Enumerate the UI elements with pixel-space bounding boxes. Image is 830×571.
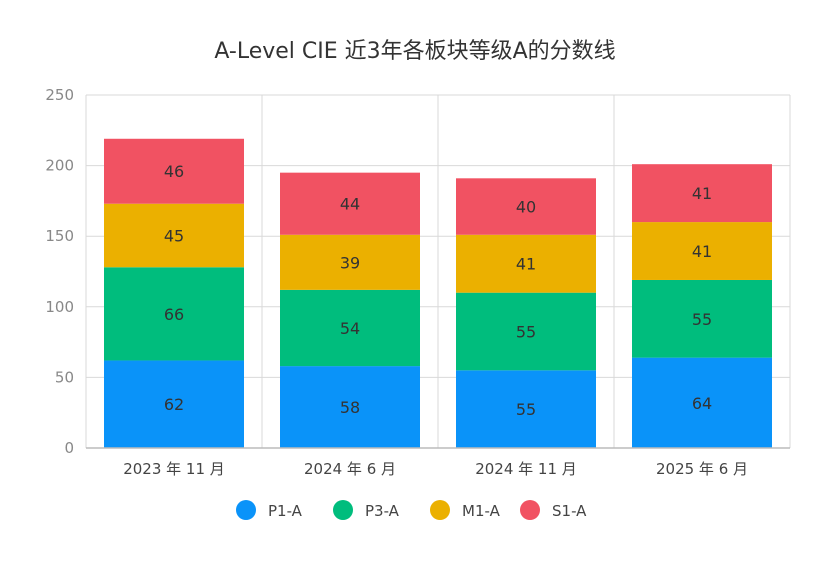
bar-segment-s1-a: [104, 138, 244, 204]
bar-segment-p1-a: [632, 357, 772, 448]
legend-label: S1-A: [552, 502, 587, 520]
bar-segment-m1-a: [280, 234, 420, 290]
y-tick-label: 50: [55, 368, 74, 386]
data-label: 41: [692, 242, 712, 261]
bar-segment-m1-a: [456, 234, 596, 293]
x-tick-label: 2024 年 6 月: [304, 460, 396, 478]
data-label: 44: [340, 195, 360, 214]
y-tick-label: 250: [45, 86, 74, 104]
chart-title: A-Level CIE 近3年各板块等级A的分数线: [214, 39, 615, 64]
y-tick-label: 150: [45, 227, 74, 245]
bar-segment-s1-a: [632, 164, 772, 223]
bar-segment-p3-a: [632, 279, 772, 358]
x-tick-label: 2023 年 11 月: [123, 460, 225, 478]
data-label: 39: [340, 253, 360, 272]
data-label: 54: [340, 319, 360, 338]
data-label: 41: [516, 255, 536, 274]
legend-marker: [520, 500, 540, 520]
data-label: 40: [516, 198, 536, 217]
x-tick-label: 2024 年 11 月: [475, 460, 577, 478]
legend-label: M1-A: [462, 502, 501, 520]
y-tick-label: 0: [64, 439, 74, 457]
data-label: 58: [340, 398, 360, 417]
bar-segment-m1-a: [104, 203, 244, 268]
bar-segment-p1-a: [104, 360, 244, 448]
data-label: 62: [164, 395, 184, 414]
legend-label: P3-A: [365, 502, 400, 520]
bar-segment-s1-a: [456, 178, 596, 235]
legend-marker: [430, 500, 450, 520]
y-tick-label: 200: [45, 157, 74, 175]
data-label: 46: [164, 162, 184, 181]
data-label: 45: [164, 226, 184, 245]
bar-segment-s1-a: [280, 172, 420, 235]
bar-segment-m1-a: [632, 222, 772, 280]
data-label: 55: [692, 310, 712, 329]
data-label: 55: [516, 400, 536, 419]
legend-marker: [333, 500, 353, 520]
data-label: 64: [692, 394, 712, 413]
x-tick-label: 2025 年 6 月: [656, 460, 748, 478]
bar-segment-p3-a: [280, 289, 420, 367]
bar-segment-p3-a: [104, 267, 244, 361]
legend-marker: [236, 500, 256, 520]
bar-segment-p3-a: [456, 292, 596, 371]
data-label: 66: [164, 305, 184, 324]
bar-segment-p1-a: [456, 370, 596, 448]
bar-segment-p1-a: [280, 366, 420, 448]
data-label: 41: [692, 184, 712, 203]
y-tick-label: 100: [45, 298, 74, 316]
legend-label: P1-A: [268, 502, 303, 520]
data-label: 55: [516, 323, 536, 342]
